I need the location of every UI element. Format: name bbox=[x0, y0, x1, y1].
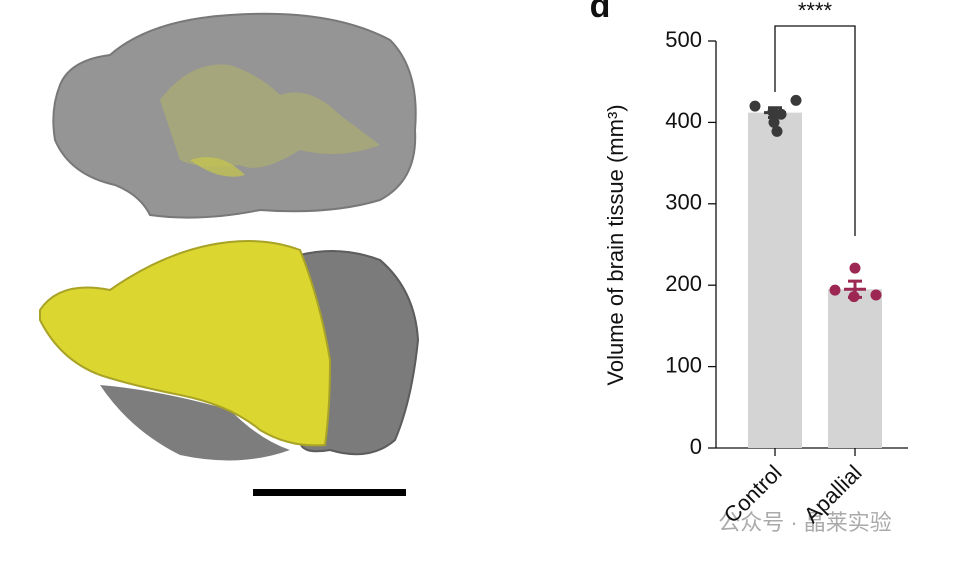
data-point bbox=[870, 289, 882, 301]
watermark: 公众号 · 晶莱实验 bbox=[718, 510, 892, 535]
data-point bbox=[849, 262, 861, 274]
data-point bbox=[829, 284, 841, 296]
scale-bar bbox=[253, 489, 406, 496]
error-bar bbox=[764, 106, 786, 120]
bar bbox=[828, 289, 882, 448]
bar bbox=[748, 112, 802, 448]
data-point bbox=[771, 125, 783, 137]
y-tick-label: 500 bbox=[665, 27, 702, 52]
y-tick-label: 400 bbox=[665, 108, 702, 133]
data-point bbox=[790, 94, 802, 106]
y-axis-label: Volume of brain tissue (mm³) bbox=[603, 104, 628, 385]
data-point bbox=[768, 116, 780, 128]
brain-bottom bbox=[39, 240, 420, 461]
error-bar bbox=[844, 279, 866, 299]
y-tick-label: 0 bbox=[690, 434, 702, 459]
y-tick-label: 200 bbox=[665, 271, 702, 296]
y-tick-label: 100 bbox=[665, 352, 702, 377]
brain-top bbox=[52, 12, 417, 219]
data-point bbox=[749, 100, 761, 112]
y-tick-label: 300 bbox=[665, 190, 702, 215]
significance: **** bbox=[798, 0, 833, 23]
panel-label: d bbox=[590, 0, 611, 25]
significance-bracket bbox=[774, 25, 856, 236]
